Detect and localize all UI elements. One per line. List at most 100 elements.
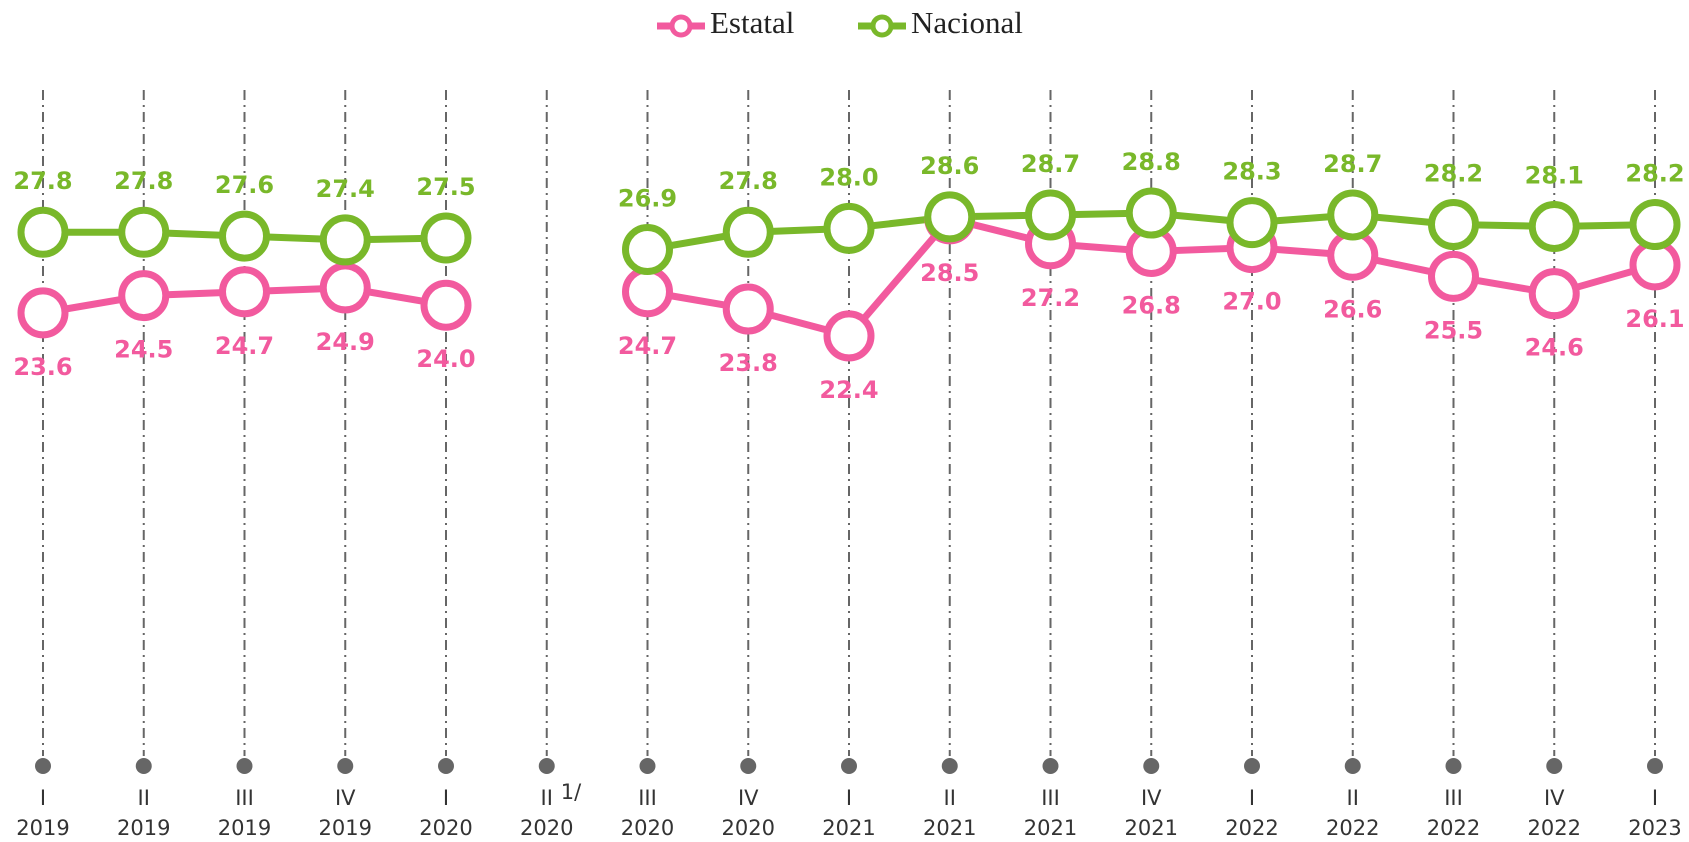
data-point [1025,189,1076,241]
x-tick-label: I [846,786,852,810]
data-point [924,191,976,243]
x-tick-label: I [443,786,449,810]
data-label: 23.6 [13,353,72,381]
data-point [17,287,69,339]
x-tick-label: 2019 [218,816,271,840]
footnote-mark: 1/ [561,780,582,804]
category-dot [135,758,152,774]
x-tick-label: II [1347,786,1359,810]
x-tick-label: 2021 [1125,816,1178,840]
data-label: 28.7 [1323,150,1382,178]
data-label: 26.6 [1323,295,1382,323]
legend-label: Estatal [710,5,794,40]
data-point [1428,250,1479,302]
data-label: 24.7 [618,332,677,360]
x-tick-label: I [1249,786,1255,810]
data-point [1125,187,1177,239]
data-label: 24.5 [114,336,173,364]
category-dot [337,758,354,774]
data-label: 24.9 [316,328,375,356]
data-point [319,214,371,266]
category-dot [941,758,958,774]
x-tick-label: 2019 [117,816,170,840]
data-label: 24.7 [215,332,274,360]
data-point [1428,199,1479,251]
data-point [722,206,774,258]
data-point [420,279,472,331]
data-label: 26.9 [618,185,677,213]
data-label: 28.7 [1021,150,1080,178]
data-point [1226,197,1278,249]
x-tick-label: 2019 [319,816,372,840]
data-point [1528,200,1580,252]
x-tick-label: 2020 [520,816,573,840]
category-dot [740,758,757,774]
x-tick-label: II [944,786,956,810]
category-dot [1143,758,1160,774]
x-tick-label: I [40,786,46,810]
data-label: 28.2 [1625,160,1684,188]
data-point [1327,189,1379,241]
x-tick-label: I [1652,786,1658,810]
legend-marker [870,14,894,38]
category-dot [1546,758,1563,774]
data-label: 28.6 [920,152,979,180]
data-label: 28.3 [1222,158,1281,186]
data-label: 24.6 [1525,334,1584,362]
x-tick-label: 2023 [1628,816,1681,840]
data-label: 27.5 [416,173,475,201]
data-label: 28.0 [819,163,878,191]
data-label: 25.5 [1424,316,1483,344]
data-point [319,262,371,314]
x-tick-label: 2022 [1225,816,1278,840]
data-point [622,266,673,318]
data-label: 27.4 [316,175,375,203]
data-label: 28.8 [1122,148,1181,176]
category-dot [1042,758,1059,774]
data-label: 28.1 [1525,161,1584,189]
data-label: 27.8 [114,167,173,195]
data-point [823,310,875,362]
x-tick-label: 2019 [16,816,69,840]
data-label: 27.8 [719,167,778,195]
x-tick-label: III [1041,786,1060,810]
x-tick-label: 2021 [822,816,875,840]
x-tick-label: 2020 [621,816,674,840]
legend-marker [669,14,693,38]
x-tick-label: 2020 [419,816,472,840]
data-point [219,266,270,318]
x-tick-label: 2022 [1326,816,1379,840]
data-point [1629,199,1681,251]
category-dot [236,758,253,774]
data-point [118,270,170,322]
data-point [219,210,270,262]
category-dot [1244,758,1260,774]
category-dot [538,758,555,774]
legend-label: Nacional [911,5,1023,40]
category-dot [35,758,51,774]
data-label: 28.2 [1424,160,1483,188]
x-tick-label: IV [335,786,356,810]
category-dot [1344,758,1361,774]
x-tick-label: 2022 [1427,816,1480,840]
data-label: 27.6 [215,171,274,199]
data-point [1528,268,1580,320]
x-tick-label: III [235,786,254,810]
x-tick-label: 2022 [1528,816,1581,840]
x-tick-label: III [1444,786,1463,810]
category-dot [438,758,454,774]
x-tick-label: 2020 [722,816,775,840]
data-label: 28.5 [920,259,979,287]
data-label: 27.2 [1021,284,1080,312]
data-point [17,206,69,258]
x-tick-label: IV [1544,786,1565,810]
x-tick-label: IV [1141,786,1162,810]
data-label: 23.8 [719,349,778,377]
category-dot [1647,758,1663,774]
x-tick-label: IV [738,786,759,810]
x-tick-label: II [138,786,150,810]
data-point [420,212,472,264]
data-label: 26.1 [1625,305,1684,333]
x-tick-label: 2021 [923,816,976,840]
category-dot [841,758,857,774]
